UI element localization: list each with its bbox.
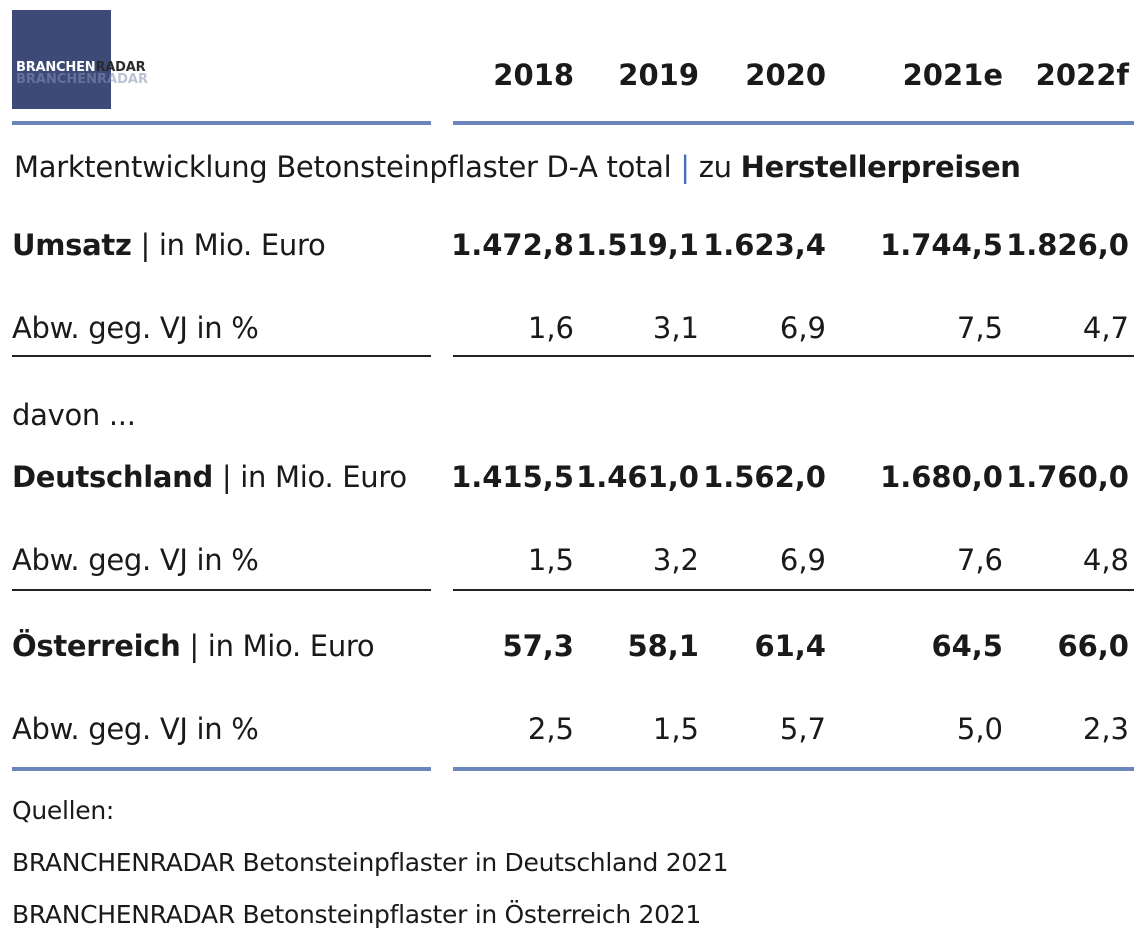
table-cell-2019: 1.519,1 xyxy=(576,228,699,262)
row-label-bold: Österreich xyxy=(12,629,181,663)
table-cell-2020: 5,7 xyxy=(779,712,826,746)
row-label-text: Abw. geg. VJ in % xyxy=(12,311,259,345)
row-label-text: Abw. geg. VJ in % xyxy=(12,712,259,746)
year-header-2022f: 2022f xyxy=(1035,58,1129,92)
bottom-rule-left xyxy=(12,767,431,771)
table-cell-2022f: 4,7 xyxy=(1082,311,1129,345)
title-separator: | xyxy=(680,150,690,184)
sources-heading: Quellen: xyxy=(12,796,115,825)
year-header-2018: 2018 xyxy=(493,58,574,92)
table-cell-2021e: 7,6 xyxy=(956,543,1003,577)
source-deutschland: BRANCHENRADAR Betonsteinpflaster in Deut… xyxy=(12,848,729,877)
table-row: Österreich | in Mio. Euro 57,3 58,1 61,4 64,… xyxy=(0,629,1144,673)
logo-reflection: BRANCHENRADAR xyxy=(16,72,148,87)
row-label-text: | in Mio. Euro xyxy=(131,228,326,262)
year-header-2021e: 2021e xyxy=(902,58,1003,92)
row-label: Abw. geg. VJ in % xyxy=(12,712,259,746)
row-label: Umsatz | in Mio. Euro xyxy=(12,228,326,262)
table-row: Umsatz | in Mio. Euro 1.472,8 1.519,1 1.623… xyxy=(0,228,1144,272)
table-cell-2018: 1.415,5 xyxy=(451,460,574,494)
table-cell-2019: 1,5 xyxy=(652,712,699,746)
table-cell-2018: 1,6 xyxy=(527,311,574,345)
table-cell-2021e: 7,5 xyxy=(956,311,1003,345)
table-cell-2022f: 1.760,0 xyxy=(1006,460,1129,494)
table-cell-2018: 1.472,8 xyxy=(451,228,574,262)
row-label-text: Abw. geg. VJ in % xyxy=(12,543,259,577)
title-pre: zu xyxy=(698,150,732,184)
top-rule-left xyxy=(12,121,431,125)
row-label-bold: Umsatz xyxy=(12,228,132,262)
table-cell-2020: 6,9 xyxy=(779,311,826,345)
year-header-2020: 2020 xyxy=(745,58,826,92)
row-label: Deutschland | in Mio. Euro xyxy=(12,460,407,494)
table-row: Abw. geg. VJ in % 1,5 3,2 6,9 7,6 4,8 xyxy=(0,543,1144,587)
table-cell-2018: 1,5 xyxy=(527,543,574,577)
table-cell-2020: 1.562,0 xyxy=(703,460,826,494)
table-cell-2022f: 4,8 xyxy=(1082,543,1129,577)
table-cell-2019: 3,1 xyxy=(652,311,699,345)
top-rule-right xyxy=(453,121,1134,125)
table-cell-2021e: 1.744,5 xyxy=(880,228,1003,262)
table-cell-2021e: 1.680,0 xyxy=(880,460,1003,494)
table-cell-2018: 2,5 xyxy=(527,712,574,746)
rule-umsatz-right xyxy=(453,355,1134,357)
title-main: Marktentwicklung Betonsteinpflaster D-A … xyxy=(14,150,672,184)
row-label: davon ... xyxy=(12,398,136,432)
logo-text: BRANCHENRADAR xyxy=(16,60,146,75)
logo-brand: BRANCHEN xyxy=(16,60,96,75)
rule-deutschland-left xyxy=(12,589,431,591)
table-cell-2019: 1.461,0 xyxy=(576,460,699,494)
table-cell-2022f: 66,0 xyxy=(1057,629,1129,663)
year-header-row: 2018 2019 2020 2021e 2022f xyxy=(0,58,1144,98)
logo-radar: RADAR xyxy=(95,60,146,75)
table-row: Abw. geg. VJ in % 2,5 1,5 5,7 5,0 2,3 xyxy=(0,712,1144,756)
title-bold: Herstellerpreisen xyxy=(740,150,1021,184)
bottom-rule-right xyxy=(453,767,1134,771)
row-label-text: | in Mio. Euro xyxy=(180,629,375,663)
row-label: Österreich | in Mio. Euro xyxy=(12,629,375,663)
rule-deutschland-right xyxy=(453,589,1134,591)
table-row: Deutschland | in Mio. Euro 1.415,5 1.461,0… xyxy=(0,460,1144,504)
row-label-text: | in Mio. Euro xyxy=(212,460,407,494)
year-header-2019: 2019 xyxy=(618,58,699,92)
table-cell-2019: 3,2 xyxy=(652,543,699,577)
table-cell-2019: 58,1 xyxy=(627,629,699,663)
source-oesterreich: BRANCHENRADAR Betonsteinpflaster in Öste… xyxy=(12,900,701,929)
table-row: davon ... xyxy=(0,398,1144,442)
table-row: Abw. geg. VJ in % 1,6 3,1 6,9 7,5 4,7 xyxy=(0,311,1144,355)
table-cell-2021e: 5,0 xyxy=(956,712,1003,746)
row-label: Abw. geg. VJ in % xyxy=(12,543,259,577)
table-title: Marktentwicklung Betonsteinpflaster D-A … xyxy=(14,150,1021,184)
table-cell-2018: 57,3 xyxy=(502,629,574,663)
row-label: Abw. geg. VJ in % xyxy=(12,311,259,345)
table-cell-2021e: 64,5 xyxy=(931,629,1003,663)
row-label-text: davon ... xyxy=(12,398,136,432)
table-cell-2020: 61,4 xyxy=(754,629,826,663)
table-cell-2022f: 1.826,0 xyxy=(1006,228,1129,262)
branchenradar-logo: BRANCHENRADAR BRANCHENRADAR xyxy=(12,10,148,109)
table-cell-2020: 6,9 xyxy=(779,543,826,577)
rule-umsatz-left xyxy=(12,355,431,357)
row-label-bold: Deutschland xyxy=(12,460,213,494)
table-cell-2022f: 2,3 xyxy=(1082,712,1129,746)
table-cell-2020: 1.623,4 xyxy=(703,228,826,262)
